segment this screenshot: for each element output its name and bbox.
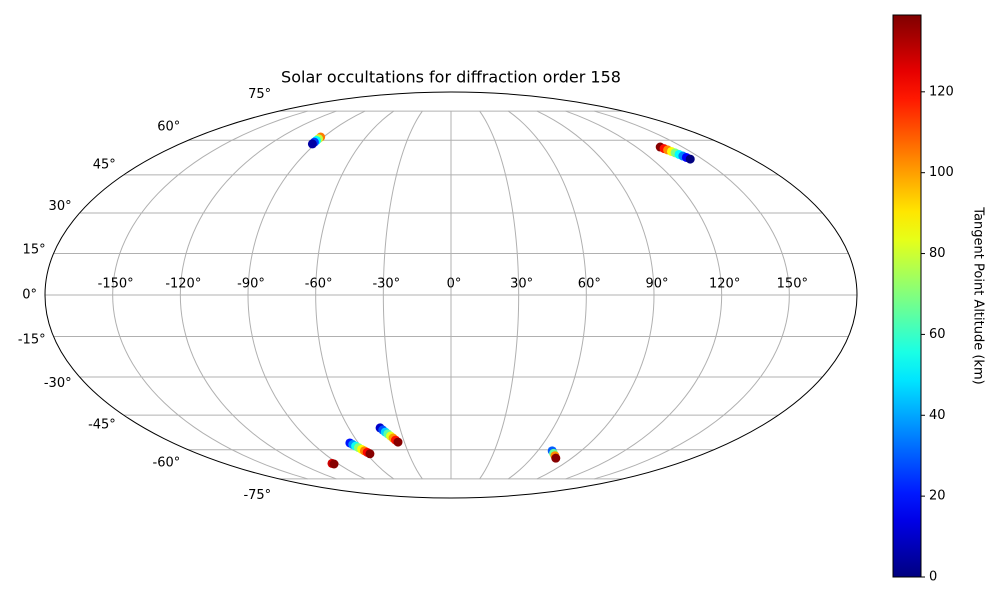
x-tick-label: 30°: [510, 277, 533, 292]
x-tick-label: -30°: [372, 277, 400, 292]
grid-line: [382, 110, 423, 480]
x-tick-label: -150°: [98, 277, 134, 292]
x-tick-label: 0°: [447, 277, 462, 292]
chart-title: Solar occultations for diffraction order…: [281, 68, 621, 87]
y-tick-label: 15°: [23, 243, 46, 258]
y-tick-label: -60°: [153, 456, 181, 471]
colorbar-tick-label: 100: [929, 165, 954, 180]
colorbar-tick-label: 0: [929, 570, 937, 585]
x-tick-label: -120°: [165, 277, 201, 292]
y-tick-label: -45°: [88, 418, 116, 433]
y-tick-label: -15°: [18, 332, 46, 347]
x-tick-label: 120°: [709, 277, 740, 292]
y-tick-label: 60°: [157, 119, 180, 134]
data-point: [685, 154, 695, 164]
grid-line: [536, 110, 655, 480]
y-tick-label: 75°: [248, 87, 271, 102]
colorbar-tick-label: 60: [929, 327, 946, 342]
data-point: [307, 139, 317, 149]
colorbar-label: Tangent Point Altitude (km): [971, 206, 986, 384]
data-point: [329, 459, 339, 469]
colorbar-tick-label: 80: [929, 246, 946, 261]
data-point: [393, 437, 403, 447]
y-tick-label: -75°: [243, 488, 271, 503]
x-tick-label: -90°: [237, 277, 265, 292]
y-tick-label: 45°: [93, 157, 116, 172]
colorbar-tick-label: 20: [929, 489, 946, 504]
grid-line: [479, 110, 520, 480]
colorbar-tick-label: 120: [929, 84, 954, 99]
x-tick-label: 150°: [777, 277, 808, 292]
grid-line: [507, 110, 587, 480]
colorbar-tick-label: 40: [929, 408, 946, 423]
x-tick-label: 60°: [578, 277, 601, 292]
y-tick-label: -30°: [44, 376, 72, 391]
data-point: [551, 453, 561, 463]
y-tick-label: 0°: [22, 288, 37, 303]
grid-line: [594, 110, 790, 480]
colorbar: [892, 14, 922, 578]
map-boundary: [44, 91, 858, 499]
grid-line: [247, 110, 366, 480]
grid-line: [112, 110, 308, 480]
grid-line: [565, 110, 723, 480]
data-point: [365, 449, 375, 459]
x-tick-label: -60°: [305, 277, 333, 292]
grid-line: [315, 110, 395, 480]
y-tick-label: 30°: [49, 199, 72, 214]
x-tick-label: 90°: [645, 277, 668, 292]
grid-line: [179, 110, 337, 480]
